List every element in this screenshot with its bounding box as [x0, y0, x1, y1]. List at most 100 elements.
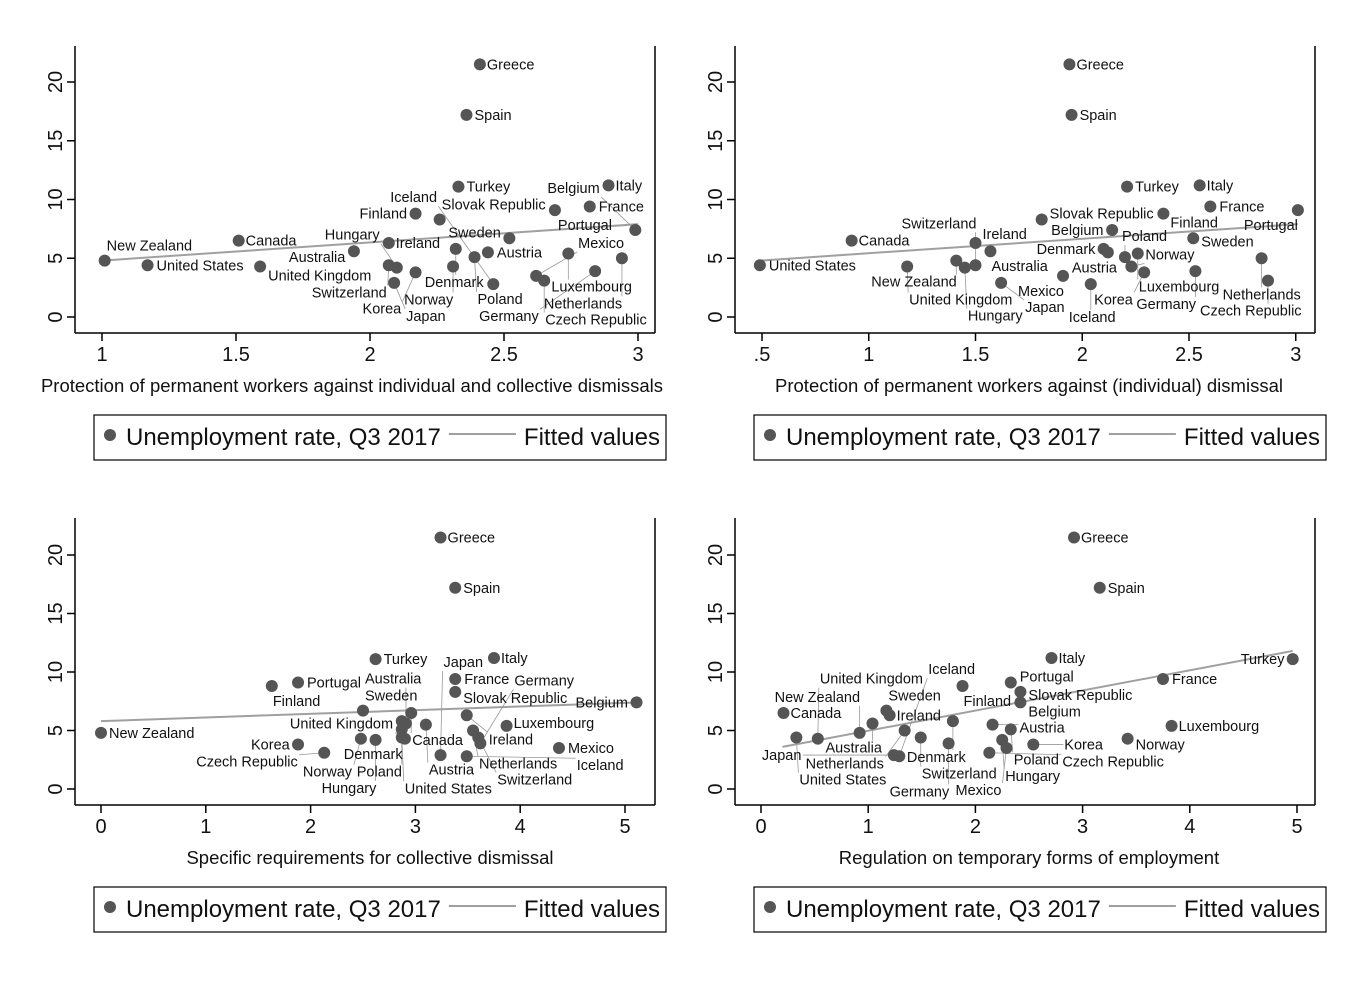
data-point [969, 259, 982, 272]
data-point [98, 254, 111, 267]
data-point [853, 726, 866, 739]
point-label: Ireland [897, 708, 941, 724]
data-point [777, 706, 790, 719]
data-point [548, 204, 561, 217]
data-points [98, 58, 642, 291]
legend-marker-icon [764, 429, 776, 441]
label-leader-line [898, 678, 928, 757]
point-label: United Kingdom [268, 268, 371, 284]
point-label: Canada [859, 234, 911, 250]
data-point [487, 278, 500, 291]
data-point [1004, 723, 1017, 736]
point-label: Japan [406, 309, 446, 325]
point-label: Luxembourg [1179, 719, 1260, 735]
data-point [409, 207, 422, 220]
data-point [265, 680, 278, 693]
data-point [488, 651, 500, 664]
legend-line-label: Fitted values [1184, 896, 1320, 923]
label-leader-line [539, 270, 596, 310]
point-label: Australia [991, 259, 1048, 275]
point-label: Belgium [576, 695, 628, 711]
data-point [369, 733, 382, 746]
legend: Unemployment rate, Q3 2017 Fitted values [93, 414, 667, 461]
y-tick-label: 10 [705, 661, 727, 683]
data-point [1101, 246, 1114, 259]
point-label: Turkey [466, 180, 511, 196]
fitted-line [782, 649, 1293, 748]
y-tick-label: 15 [45, 602, 67, 624]
data-point [602, 179, 615, 192]
data-point [1014, 685, 1027, 698]
y-tick-label: 0 [45, 783, 67, 794]
point-label: Norway [303, 765, 353, 781]
point-label: Spain [1108, 581, 1145, 597]
data-point [1138, 266, 1151, 279]
point-label: Denmark [425, 275, 485, 291]
point-label: Turkey [1135, 180, 1180, 196]
point-label: New Zealand [107, 239, 192, 255]
data-point [883, 709, 896, 722]
point-label: Korea [363, 301, 403, 317]
data-point [1125, 260, 1138, 273]
data-point [1187, 232, 1200, 245]
point-label: Sweden [888, 689, 940, 705]
data-points [753, 58, 1304, 291]
point-label: Germany [514, 673, 574, 689]
point-label: Sweden [1201, 234, 1253, 250]
point-label: Poland [478, 292, 523, 308]
point-label: Greece [1081, 530, 1129, 546]
scatter-panel-1: 0 5 10 15 20 1 1.5 2 2.5 3 Protection of permanent… [41, 46, 667, 461]
data-point [1004, 676, 1017, 689]
y-tick-label: 0 [705, 311, 727, 322]
data-point [1045, 651, 1058, 664]
y-tick-label: 0 [705, 783, 727, 794]
x-tick-label: 0 [755, 816, 766, 838]
point-label: Spain [474, 108, 511, 124]
data-point [583, 200, 596, 213]
legend-line-label: Fitted values [524, 424, 660, 451]
point-label: Norway [1136, 738, 1186, 754]
data-point [956, 680, 969, 693]
label-leader-line [817, 687, 820, 739]
point-label: Italy [616, 178, 643, 194]
point-label: Czech Republic [1062, 755, 1164, 771]
data-point [1204, 200, 1217, 213]
x-tick-label: 1 [200, 816, 211, 838]
y-tick-label: 10 [45, 661, 67, 683]
legend-scatter-label: Unemployment rate, Q3 2017 [126, 424, 441, 451]
x-tick-label: 2 [970, 816, 981, 838]
data-point [447, 260, 460, 273]
data-point [419, 718, 432, 731]
point-label: Japan [762, 748, 802, 764]
data-point [382, 236, 395, 249]
data-point [232, 234, 245, 247]
point-label: Iceland [577, 758, 624, 774]
data-point [460, 108, 473, 121]
point-label: Poland [357, 764, 402, 780]
point-label: Ireland [489, 732, 533, 748]
data-point [460, 750, 473, 763]
data-point [318, 746, 331, 759]
data-point [449, 685, 462, 698]
x-tick-label: 1.5 [962, 344, 990, 366]
point-label: Norway [1145, 247, 1195, 263]
point-label: Slovak Republic [463, 691, 567, 707]
data-point [354, 732, 367, 745]
point-label: Czech Republic [1200, 304, 1302, 320]
x-tick-label: 1 [863, 344, 874, 366]
scatter-panel-3: 0 5 10 15 20 0 1 2 3 4 5 Specific requirements for … [45, 518, 667, 933]
point-labels: Greece Spain Turkey Italy France Portugal Finl… [107, 57, 647, 328]
point-label: Italy [501, 651, 528, 667]
x-axis-title: Specific requirements for collective dis… [186, 847, 553, 868]
point-label: Czech Republic [545, 313, 647, 329]
data-point [1131, 247, 1144, 260]
label-leader-line [466, 755, 576, 759]
point-label: Finland [1170, 216, 1218, 232]
point-label: Canada [412, 733, 464, 749]
x-tick-label: 2.5 [1175, 344, 1203, 366]
data-point [629, 224, 642, 237]
x-tick-label: 0 [95, 816, 106, 838]
data-point [986, 718, 999, 731]
data-point [1027, 738, 1040, 751]
point-label: Turkey [1241, 652, 1286, 668]
